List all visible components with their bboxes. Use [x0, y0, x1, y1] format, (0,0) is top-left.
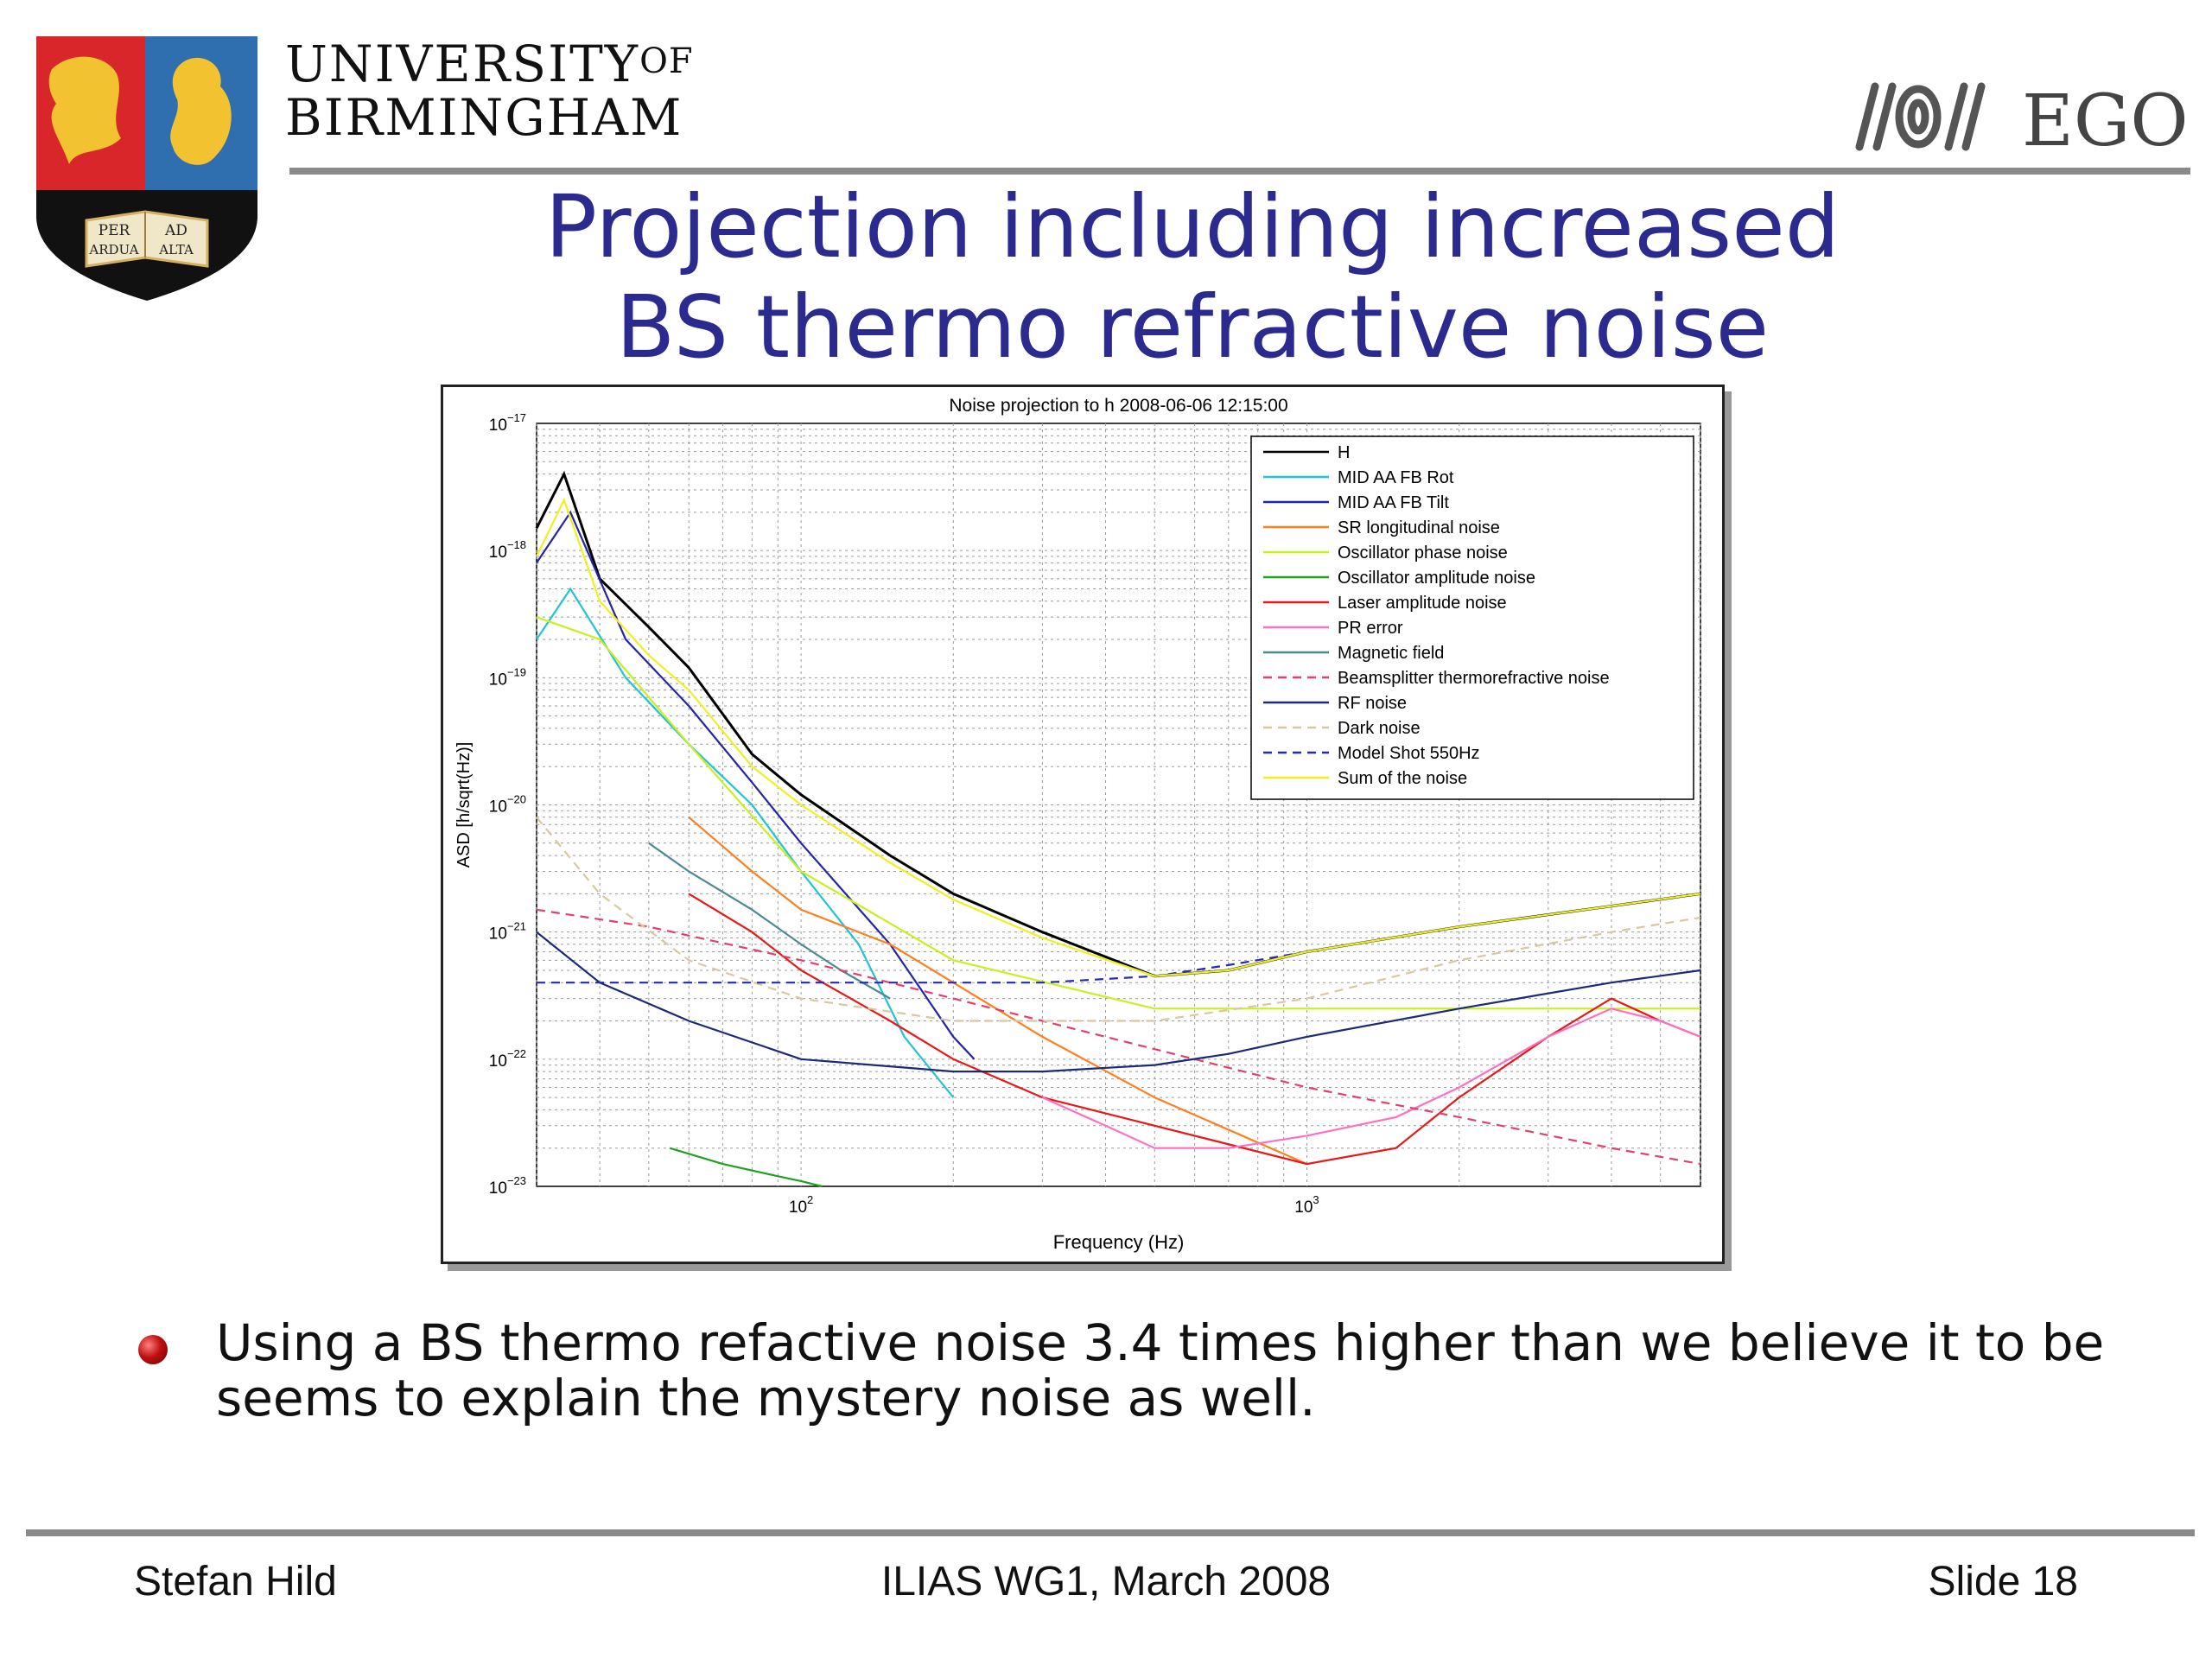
- series-line-9: [536, 908, 1701, 1166]
- y-tick-label-6: 10−23: [489, 1174, 526, 1198]
- footer-slide-number: Slide 18: [1928, 1559, 2078, 1605]
- legend-label-7: PR error: [1338, 619, 1403, 638]
- series-line-13: [536, 497, 1701, 977]
- university-name: UNIVERSITYOF BIRMINGHAM: [285, 35, 694, 144]
- university-line2: BIRMINGHAM: [285, 88, 683, 147]
- footer-author: Stefan Hild: [134, 1559, 337, 1605]
- chart-title: Noise projection to h 2008-06-06 12:15:0…: [949, 396, 1287, 416]
- y-tick-label-4: 10−21: [489, 920, 526, 944]
- legend-label-6: Laser amplitude noise: [1338, 594, 1507, 613]
- crest-motto-ad: AD: [164, 222, 188, 239]
- legend-label-0: H: [1338, 443, 1350, 462]
- university-of: OF: [639, 41, 694, 81]
- series-line-4: [536, 616, 1700, 1010]
- chart-legend: [1250, 435, 1694, 800]
- y-tick-label-2: 10−19: [489, 665, 526, 689]
- header-divider: [289, 168, 2190, 175]
- ego-text: EGO: [2022, 80, 2189, 156]
- bullet-text: Using a BS thermo refactive noise 3.4 ti…: [216, 1313, 2105, 1427]
- series-line-2: [536, 510, 976, 1060]
- legend-label-13: Sum of the noise: [1338, 769, 1467, 788]
- series-line-7: [1041, 1007, 1701, 1149]
- series-line-5: [669, 1147, 823, 1188]
- legend-label-8: Magnetic field: [1338, 644, 1444, 663]
- y-tick-label-3: 10−20: [489, 793, 526, 817]
- y-tick-label-5: 10−22: [489, 1047, 526, 1071]
- crest-motto-ardua: ARDUA: [88, 242, 138, 257]
- noise-projection-chart: 10−17 10−18 10−19 10−20 10−21 10−22 10−23 102 10…: [454, 396, 1701, 1253]
- series-line-6: [688, 893, 1701, 1166]
- university-crest-logo: PER AD ARDUA ALTA: [36, 36, 257, 301]
- legend-label-4: Oscillator phase noise: [1338, 543, 1508, 563]
- crest-motto-per: PER: [99, 222, 131, 239]
- slide-title-line2: BS thermo refractive noise: [615, 276, 1770, 378]
- x-tick-label-1: 103: [1294, 1193, 1319, 1217]
- footer-event: ILIAS WG1, March 2008: [880, 1559, 1332, 1605]
- series-line-1: [536, 587, 955, 1098]
- legend-label-2: MID AA FB Tilt: [1338, 493, 1449, 512]
- noise-projection-figure: 10−17 10−18 10−19 10−20 10−21 10−22 10−23 102 10…: [441, 385, 1725, 1264]
- legend-label-3: SR longitudinal noise: [1338, 518, 1500, 537]
- slide-title: Projection including increased BS thermo…: [346, 177, 2039, 378]
- slide-title-line1: Projection including increased: [544, 176, 1840, 277]
- ego-logo: EGO: [1855, 80, 2189, 156]
- university-line1: UNIVERSITY: [285, 35, 640, 93]
- y-tick-label-1: 10−18: [489, 538, 526, 562]
- x-axis-label: Frequency (Hz): [1053, 1231, 1185, 1253]
- series-line-8: [648, 842, 891, 1000]
- y-axis-label: ASD [h/sqrt(Hz)]: [454, 742, 474, 868]
- footer-divider: [26, 1529, 2195, 1536]
- legend-label-9: Beamsplitter thermorefractive noise: [1338, 669, 1610, 688]
- series-line-11: [536, 817, 1701, 1022]
- y-tick-label-0: 10−17: [489, 411, 526, 435]
- crest-motto-alta: ALTA: [158, 242, 194, 257]
- legend-label-12: Model Shot 550Hz: [1338, 744, 1480, 763]
- legend-label-11: Dark noise: [1338, 719, 1421, 738]
- x-tick-label-0: 102: [789, 1193, 813, 1217]
- bullet-icon: [138, 1335, 168, 1364]
- legend-label-5: Oscillator amplitude noise: [1338, 569, 1535, 588]
- legend-label-10: RF noise: [1338, 694, 1407, 713]
- series-line-10: [536, 931, 1701, 1073]
- legend-label-1: MID AA FB Rot: [1338, 468, 1454, 487]
- series-line-3: [688, 816, 1307, 1166]
